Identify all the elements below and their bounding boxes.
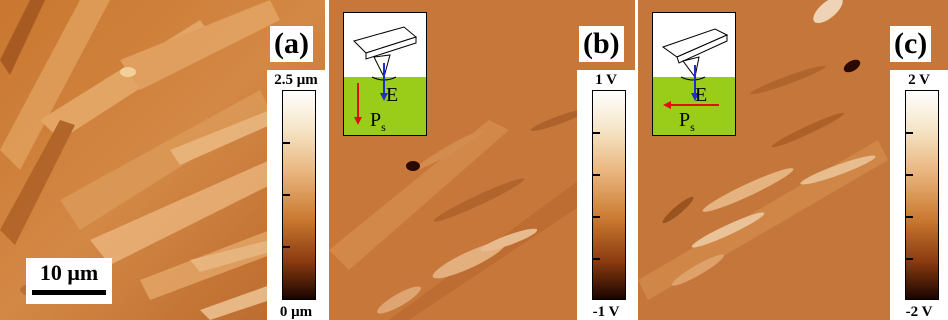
colorbar-top-label: 1 V: [595, 72, 617, 88]
colorbar-tick: [905, 258, 913, 260]
colorbar-bottom-label: 0 μm: [279, 304, 313, 320]
colorbar-tick: [282, 142, 290, 144]
polarization-label: Ps: [370, 109, 386, 134]
colorbar-a: 2.5 μm 0 μm: [267, 70, 325, 320]
colorbar-tick: [592, 216, 600, 218]
tip-schematic-inset: E Ps: [343, 12, 427, 136]
panel-a-topography: (a) 2.5 μm 0 μm 10 μm: [0, 0, 325, 320]
scale-bar: 10 μm: [26, 258, 112, 304]
colorbar-tick: [905, 216, 913, 218]
colorbar-top-label: 2.5 μm: [274, 72, 318, 88]
panel-b-vertical-pfm: E Ps (b) 1 V -1 V: [329, 0, 635, 320]
colorbar-bottom-label: -1 V: [592, 304, 620, 320]
colorbar-gradient: [905, 90, 939, 300]
colorbar-tick: [592, 174, 600, 176]
colorbar-tick: [905, 132, 913, 134]
panel-c-lateral-pfm: E Ps (c) 2 V -2 V: [638, 0, 948, 320]
colorbar-tick: [592, 132, 600, 134]
panel-label-a: (a): [270, 26, 313, 62]
colorbar-tick: [592, 258, 600, 260]
cantilever-icon: [653, 28, 735, 135]
colorbar-top-label: 2 V: [908, 72, 930, 88]
panel-label-b: (b): [579, 26, 624, 62]
scale-bar-line: [32, 290, 106, 295]
colorbar-b: 1 V -1 V: [577, 70, 635, 320]
colorbar-tick: [282, 246, 290, 248]
polarization-label: Ps: [679, 109, 695, 134]
field-label-e: E: [386, 84, 399, 106]
cantilever-icon: [344, 26, 426, 135]
field-label-e: E: [695, 84, 708, 106]
panel-label-c: (c): [890, 26, 932, 62]
tip-schematic-inset: E Ps: [652, 12, 736, 136]
colorbar-c: 2 V -2 V: [890, 70, 948, 320]
colorbar-tick: [905, 174, 913, 176]
colorbar-tick: [282, 194, 290, 196]
colorbar-bottom-label: -2 V: [905, 304, 933, 320]
scale-bar-label: 10 μm: [39, 260, 99, 285]
colorbar-gradient: [592, 90, 626, 300]
